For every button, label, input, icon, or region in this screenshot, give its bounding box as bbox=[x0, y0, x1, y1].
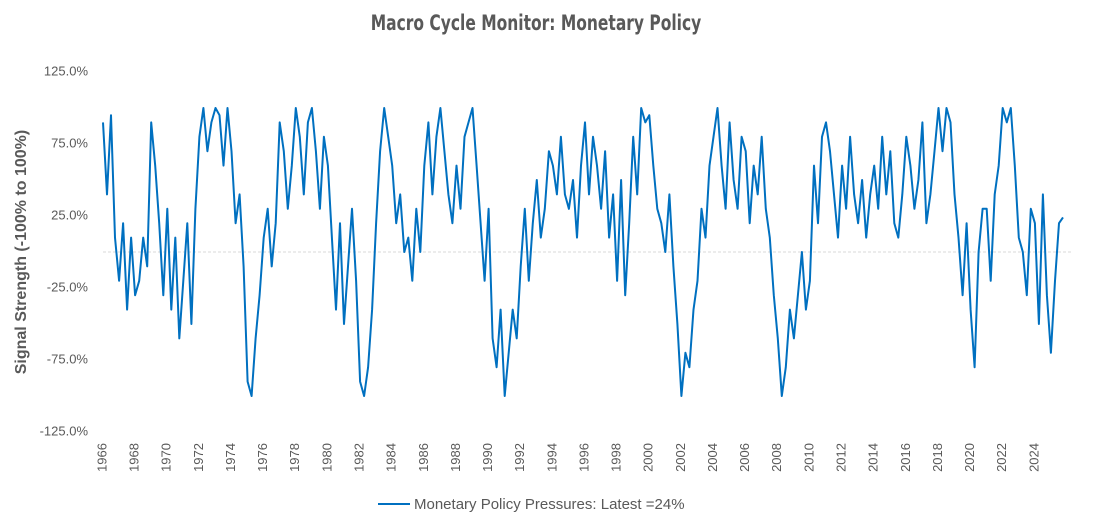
x-tick-label: 1976 bbox=[255, 443, 270, 472]
x-tick-label: 1990 bbox=[480, 443, 495, 472]
x-tick-label: 2012 bbox=[834, 443, 849, 472]
x-tick-label: 2018 bbox=[930, 443, 945, 472]
x-tick-label: 2006 bbox=[737, 443, 752, 472]
x-tick-label: 2010 bbox=[801, 443, 816, 472]
y-tick-label: -75.0% bbox=[47, 351, 89, 366]
legend-label: Monetary Policy Pressures: Latest =24% bbox=[414, 496, 685, 513]
y-tick-label: 125.0% bbox=[44, 63, 89, 78]
x-tick-label: 2016 bbox=[898, 443, 913, 472]
x-tick-label: 1970 bbox=[159, 443, 174, 472]
x-tick-label: 2024 bbox=[1026, 443, 1041, 472]
x-tick-label: 1994 bbox=[544, 443, 559, 472]
x-tick-label: 2014 bbox=[866, 443, 881, 472]
y-tick-label: -25.0% bbox=[47, 279, 89, 294]
data-line bbox=[102, 107, 1064, 397]
x-tick-label: 1984 bbox=[384, 443, 399, 472]
x-tick-label: 1972 bbox=[191, 443, 206, 472]
y-tick-label: 25.0% bbox=[51, 207, 88, 222]
x-tick-label: 2022 bbox=[994, 443, 1009, 472]
y-axis-title: Signal Strength (-100% to 100%) bbox=[13, 130, 30, 375]
x-tick-label: 2000 bbox=[641, 443, 656, 472]
x-tick-label: 1968 bbox=[127, 443, 142, 472]
x-tick-label: 1986 bbox=[416, 443, 431, 472]
x-tick-label: 1966 bbox=[94, 443, 109, 472]
x-tick-label: 1988 bbox=[448, 443, 463, 472]
x-tick-label: 2004 bbox=[705, 443, 720, 472]
x-tick-label: 1992 bbox=[512, 443, 527, 472]
chart-title: Macro Cycle Monitor: Monetary Policy bbox=[371, 10, 701, 35]
x-tick-label: 2002 bbox=[673, 443, 688, 472]
x-tick-label: 1998 bbox=[609, 443, 624, 472]
x-tick-label: 1974 bbox=[223, 443, 238, 472]
x-tick-label: 1982 bbox=[352, 443, 367, 472]
x-tick-label: 1996 bbox=[576, 443, 591, 472]
y-tick-label: 75.0% bbox=[51, 135, 88, 150]
x-tick-label: 1978 bbox=[287, 443, 302, 472]
x-tick-label: 2008 bbox=[769, 443, 784, 472]
x-tick-label: 1980 bbox=[319, 443, 334, 472]
legend: Monetary Policy Pressures: Latest =24% bbox=[378, 496, 685, 513]
x-tick-label: 2020 bbox=[962, 443, 977, 472]
y-tick-label: -125.0% bbox=[40, 423, 89, 438]
